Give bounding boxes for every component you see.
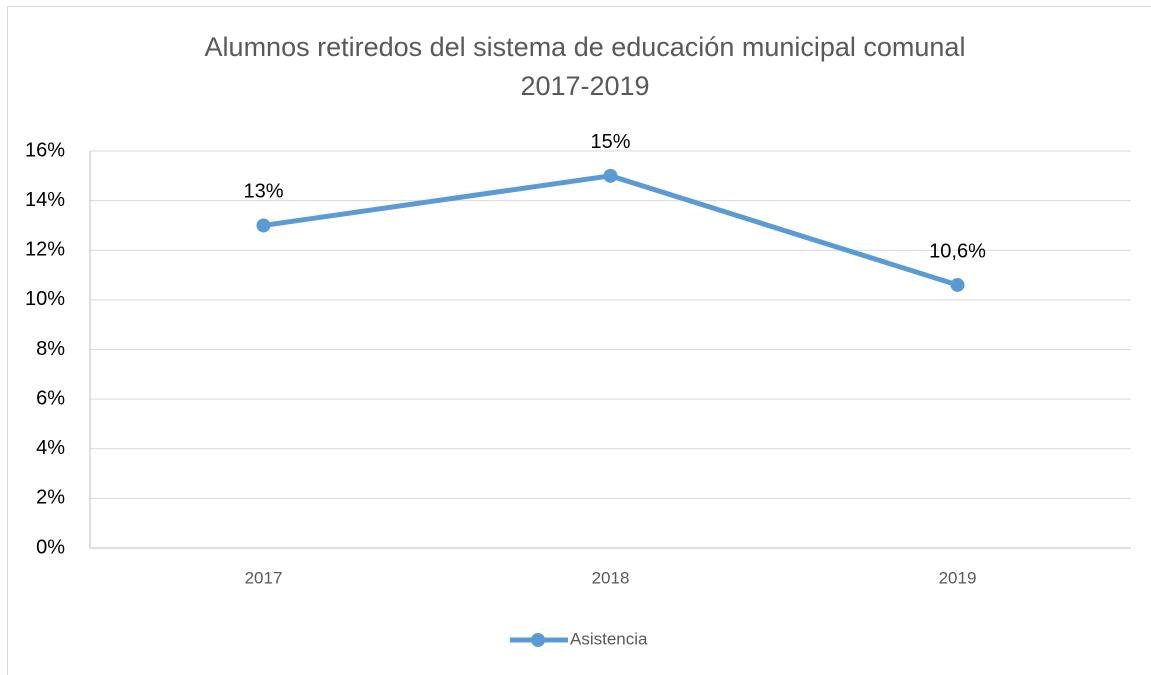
y-tick-label: 10%: [25, 288, 65, 310]
point: [256, 218, 271, 233]
chart-frame: [7, 6, 1151, 675]
y-tick-label: 4%: [36, 437, 65, 459]
data-label: 15%: [590, 131, 630, 153]
point: [603, 168, 618, 183]
y-tick-label: 0%: [36, 536, 65, 558]
chart-title: 2017-2019: [520, 71, 649, 101]
y-tick-label: 8%: [36, 338, 65, 360]
y-tick-label: 12%: [25, 239, 65, 261]
x-tick-label: 2017: [245, 568, 283, 587]
legend-marker: [531, 633, 545, 647]
data-label: 13%: [243, 181, 283, 203]
point: [950, 277, 965, 292]
y-tick-label: 6%: [36, 387, 65, 409]
y-tick-label: 16%: [25, 139, 65, 161]
chart-title: Alumnos retiredos del sistema de educaci…: [205, 32, 966, 62]
x-tick-label: 2018: [592, 568, 630, 587]
y-tick-label: 2%: [36, 487, 65, 509]
data-label: 10,6%: [929, 240, 986, 262]
y-tick-label: 14%: [25, 189, 65, 211]
legend-label: Asistencia: [570, 629, 648, 648]
x-tick-label: 2019: [939, 568, 977, 587]
